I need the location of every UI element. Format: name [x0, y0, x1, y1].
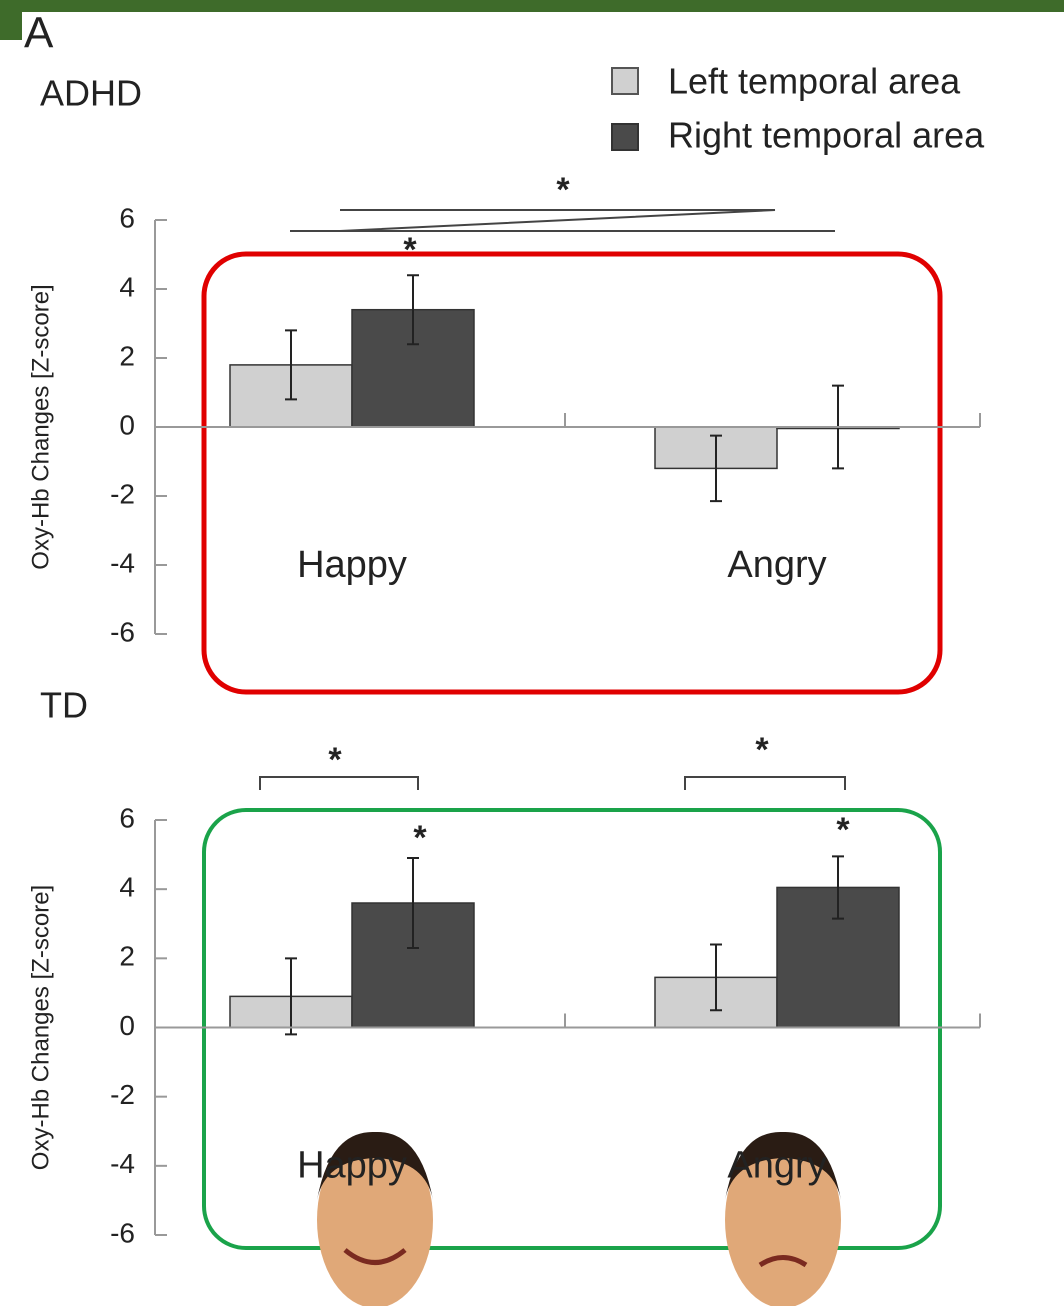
significance-star: *	[755, 731, 769, 769]
significance-star: *	[836, 811, 850, 849]
significance-bracket	[259, 776, 419, 790]
y-tick-label: 6	[119, 202, 135, 233]
error-bar	[285, 329, 297, 401]
y-tick-label: 4	[119, 271, 135, 302]
legend-swatch	[611, 123, 639, 151]
significance-bracket	[339, 209, 776, 232]
chart-title: ADHD	[40, 73, 142, 114]
top-strip	[0, 0, 1064, 12]
legend-label: Right temporal area	[668, 115, 985, 156]
legend-swatch	[611, 67, 639, 95]
y-tick-label: 2	[119, 340, 135, 371]
y-tick-label: -6	[110, 616, 135, 647]
face-image	[725, 1132, 841, 1306]
y-tick-label: 6	[119, 802, 135, 833]
y-tick-label: 0	[119, 409, 135, 440]
error-bar	[285, 957, 297, 1036]
face-hair	[725, 1131, 841, 1200]
y-axis-label: Oxy-Hb Changes [Z-score]	[27, 885, 54, 1170]
significance-star: *	[403, 231, 417, 269]
y-tick-label: -2	[110, 478, 135, 509]
y-tick-label: -4	[110, 547, 135, 578]
chart-title: TD	[40, 685, 88, 726]
face-image	[317, 1132, 433, 1306]
highlight-box	[201, 251, 943, 695]
category-label: Happy	[297, 544, 407, 586]
significance-star: *	[556, 171, 570, 209]
y-tick-label: 0	[119, 1010, 135, 1041]
category-label: Angry	[727, 1145, 826, 1187]
significance-bracket	[684, 776, 846, 790]
legend-label: Left temporal area	[668, 61, 961, 102]
y-tick-label: -6	[110, 1217, 135, 1248]
face-mouth	[343, 1248, 407, 1265]
y-tick-label: 2	[119, 941, 135, 972]
highlight-box	[202, 808, 942, 1250]
significance-star: *	[413, 819, 427, 857]
panel-label: A	[24, 9, 54, 58]
y-tick-label: 4	[119, 872, 135, 903]
error-bar	[407, 274, 419, 346]
category-label: Happy	[297, 1145, 407, 1187]
significance-star: *	[328, 741, 342, 779]
error-bar	[407, 857, 419, 949]
corner-block	[0, 0, 22, 40]
category-label: Angry	[727, 544, 826, 586]
error-bar	[710, 943, 722, 1012]
error-bar	[710, 434, 722, 503]
face-mouth	[758, 1255, 808, 1268]
y-axis-label: Oxy-Hb Changes [Z-score]	[27, 284, 54, 569]
y-tick-label: -2	[110, 1079, 135, 1110]
face-hair	[317, 1131, 433, 1200]
y-tick-label: -4	[110, 1148, 135, 1179]
error-bar	[832, 855, 844, 920]
